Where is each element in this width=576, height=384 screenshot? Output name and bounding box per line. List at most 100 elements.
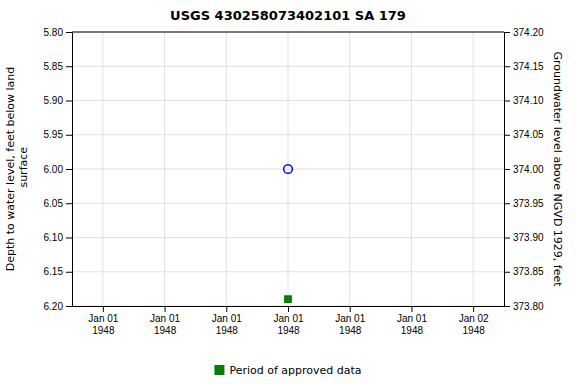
tick: 5.90: [44, 95, 72, 106]
y2-axis: 374.20374.15374.10374.05374.00373.95373.…: [504, 27, 544, 312]
tick-label: 6.10: [44, 232, 64, 243]
tick-label-line: Jan 01: [335, 313, 365, 324]
chart: Jan 011948Jan 011948Jan 011948Jan 011948…: [0, 0, 576, 384]
tick-mark: [350, 306, 351, 312]
grid-line: [72, 203, 504, 204]
tick-label: 6.20: [44, 301, 64, 312]
tick-label-line: 1948: [216, 325, 239, 336]
marks: [284, 165, 293, 303]
tick-label-line: 1948: [401, 325, 424, 336]
tick-label: 374.15: [513, 61, 544, 72]
tick-label: Jan 011948: [88, 313, 118, 336]
tick-label-line: Jan 01: [273, 313, 303, 324]
tick: 373.95: [504, 198, 544, 209]
tick-mark: [226, 306, 227, 312]
tick: 6.20: [44, 301, 72, 312]
y2-axis-label: Groundwater level above NGVD 1929, feet: [551, 51, 564, 287]
title: USGS 430258073402101 SA 179: [170, 8, 406, 23]
tick-mark: [504, 306, 510, 307]
tick-mark: [66, 169, 72, 170]
tick-label: 5.80: [44, 27, 64, 38]
tick-label-line: Jan 01: [88, 313, 118, 324]
legend: Period of approved data: [214, 364, 361, 377]
point: [284, 165, 293, 174]
tick: Jan 021948: [459, 306, 489, 336]
point: [285, 296, 291, 302]
tick-label-line: Jan 01: [150, 313, 180, 324]
x-axis: Jan 011948Jan 011948Jan 011948Jan 011948…: [73, 306, 505, 336]
tick-label: Jan 011948: [335, 313, 365, 336]
tick: 5.85: [44, 61, 72, 72]
tick-mark: [66, 101, 72, 102]
grid-line: [72, 271, 504, 272]
grid: [72, 32, 504, 306]
tick-label-line: 1948: [463, 325, 486, 336]
tick-label: 373.85: [513, 266, 544, 277]
tick-label-line: 1948: [92, 325, 115, 336]
y-axis-label-line: Depth to water level, feet below land: [4, 67, 17, 272]
tick-mark: [504, 238, 510, 239]
tick-label: 373.90: [513, 232, 544, 243]
tick: Jan 011948: [88, 306, 118, 336]
tick-label: 5.90: [44, 95, 64, 106]
tick-label-line: Jan 02: [459, 313, 489, 324]
plot: Jan 011948Jan 011948Jan 011948Jan 011948…: [4, 27, 564, 336]
tick-mark: [504, 66, 510, 67]
tick-label: 373.80: [513, 301, 544, 312]
tick: Jan 011948: [212, 306, 242, 336]
tick-label-line: 1948: [339, 325, 362, 336]
tick-mark: [473, 306, 474, 312]
tick-mark: [411, 306, 412, 312]
tick: 6.15: [44, 266, 72, 277]
frame-line: [72, 32, 504, 33]
grid-line: [72, 100, 504, 101]
tick-label-line: Jan 01: [212, 313, 242, 324]
tick-mark: [504, 203, 510, 204]
tick-mark: [504, 169, 510, 170]
tick: 374.05: [504, 129, 544, 140]
tick-label: Jan 011948: [150, 313, 180, 336]
tick-label: Jan 021948: [459, 313, 489, 336]
tick: 373.80: [504, 301, 544, 312]
tick-label: 373.95: [513, 198, 544, 209]
tick: 5.95: [44, 129, 72, 140]
tick-label: Jan 011948: [273, 313, 303, 336]
legend-label: Period of approved data: [229, 364, 361, 377]
tick: Jan 011948: [335, 306, 365, 336]
tick-label: 374.05: [513, 129, 544, 140]
tick-label-line: 1948: [277, 325, 300, 336]
tick: 6.10: [44, 232, 72, 243]
tick: 373.90: [504, 232, 544, 243]
tick-mark: [288, 306, 289, 312]
tick-mark: [504, 135, 510, 136]
tick-label: 5.85: [44, 61, 64, 72]
tick-label-line: Jan 01: [397, 313, 427, 324]
tick: Jan 011948: [273, 306, 303, 336]
tick: Jan 011948: [397, 306, 427, 336]
grid-line: [72, 32, 504, 33]
tick: 6.00: [44, 164, 72, 175]
y-axis-label: Depth to water level, feet below land su…: [4, 67, 30, 272]
legend-item: Period of approved data: [214, 364, 361, 377]
tick: Jan 011948: [150, 306, 180, 336]
tick-mark: [504, 32, 510, 33]
tick-mark: [66, 238, 72, 239]
tick-mark: [66, 66, 72, 67]
legend-swatch: [214, 365, 224, 375]
tick-mark: [504, 101, 510, 102]
axis-line: [72, 33, 73, 307]
grid-line: [72, 66, 504, 67]
tick: 6.05: [44, 198, 72, 209]
tick-label: 374.00: [513, 164, 544, 175]
y-axis: 5.80 5.85 5.90 5.95 6.00 6.05 6.10 6.15 6.20: [44, 27, 73, 312]
y-axis-label-line: surface: [17, 147, 30, 191]
tick-mark: [103, 306, 104, 312]
tick-label: Jan 011948: [212, 313, 242, 336]
tick: 373.85: [504, 266, 544, 277]
tick-label: 374.20: [513, 27, 544, 38]
tick-label: 5.95: [44, 129, 64, 140]
grid-line: [72, 169, 504, 170]
grid-line: [72, 237, 504, 238]
tick-mark: [66, 135, 72, 136]
tick-mark: [165, 306, 166, 312]
